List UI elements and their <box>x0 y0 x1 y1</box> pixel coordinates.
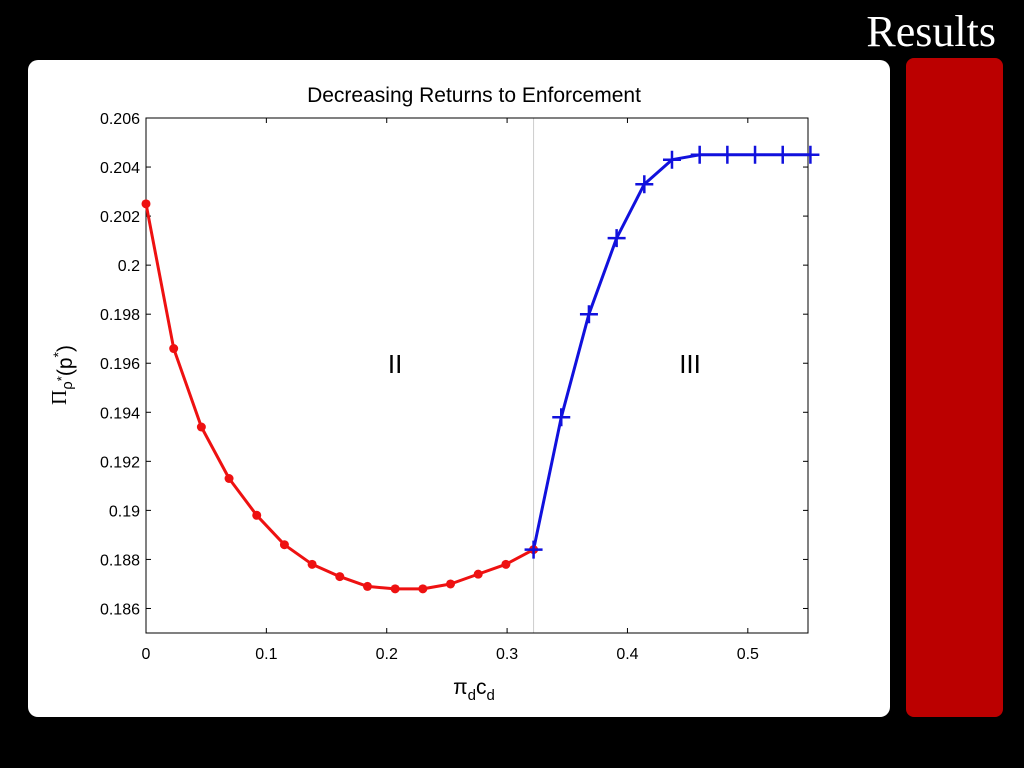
side-accent-bar <box>906 58 1003 717</box>
x-tick-label: 0.4 <box>616 646 638 663</box>
x-axis-label-sub-d: d <box>468 687 476 704</box>
data-point <box>418 584 428 594</box>
slide-title: Results <box>866 7 996 56</box>
data-point <box>524 540 543 559</box>
y-tick-label: 0.19 <box>109 503 140 520</box>
y-axis-label-sub-rho: ρ <box>59 381 76 390</box>
data-point <box>773 145 792 164</box>
data-point <box>224 474 234 483</box>
data-point <box>501 559 511 569</box>
data-point <box>690 145 709 164</box>
data-point <box>252 510 262 520</box>
y-tick-label: 0.198 <box>100 307 140 324</box>
x-axis-label: πdcd <box>453 676 495 704</box>
data-point <box>390 584 400 594</box>
x-axis-label-c: c <box>476 676 487 699</box>
data-point <box>801 145 820 164</box>
x-tick-label: 0.3 <box>496 646 518 663</box>
data-point <box>169 344 179 354</box>
data-point <box>335 572 345 582</box>
data-point <box>307 559 317 569</box>
y-axis-label-pi: Π <box>47 390 71 405</box>
data-point <box>552 408 571 427</box>
y-tick-label: 0.196 <box>100 356 140 373</box>
y-tick-label: 0.194 <box>100 405 140 422</box>
data-point <box>662 150 681 169</box>
data-point <box>635 175 654 194</box>
x-tick-label: 0.1 <box>255 646 277 663</box>
region-annotation: II <box>388 349 402 379</box>
data-point <box>196 422 206 432</box>
y-tick-label: 0.206 <box>100 111 140 128</box>
line-chart: Decreasing Returns to Enforcement 0 0.1 0.… <box>47 84 820 704</box>
y-tick-label: 0.186 <box>100 601 140 618</box>
y-tick-label: 0.202 <box>100 209 140 226</box>
data-point <box>607 229 626 248</box>
data-point <box>446 579 456 589</box>
region-annotation: III <box>679 349 701 379</box>
y-axis-label: Πρ*(p*) <box>47 345 77 405</box>
x-tick-label: 0 <box>142 646 151 663</box>
data-point <box>473 569 483 579</box>
data-point <box>718 145 737 164</box>
series-line-1 <box>144 203 535 591</box>
y-axis-label-sub-star: * <box>54 376 69 381</box>
y-axis-label-p: (p <box>54 357 77 376</box>
series-line-2 <box>532 153 811 550</box>
y-tick-label: 0.192 <box>100 454 140 471</box>
data-point <box>362 581 372 591</box>
y-axis-label-sup-star: * <box>50 351 66 357</box>
y-axis-label-close: ) <box>54 345 77 352</box>
data-point <box>579 305 598 324</box>
x-tick-label: 0.2 <box>376 646 398 663</box>
data-point <box>141 199 151 209</box>
x-axis-label-sub-d2: d <box>487 687 495 704</box>
y-tick-label: 0.2 <box>118 258 140 275</box>
x-axis-label-pi: π <box>453 676 468 699</box>
plot-frame <box>145 117 809 634</box>
chart-title: Decreasing Returns to Enforcement <box>307 84 641 107</box>
y-tick-label: 0.188 <box>100 552 140 569</box>
data-point <box>746 145 765 164</box>
chart-panel: Decreasing Returns to Enforcement 0 0.1 0.… <box>28 60 890 717</box>
data-point <box>279 540 289 550</box>
y-tick-label: 0.204 <box>100 160 140 177</box>
x-tick-label: 0.5 <box>737 646 759 663</box>
